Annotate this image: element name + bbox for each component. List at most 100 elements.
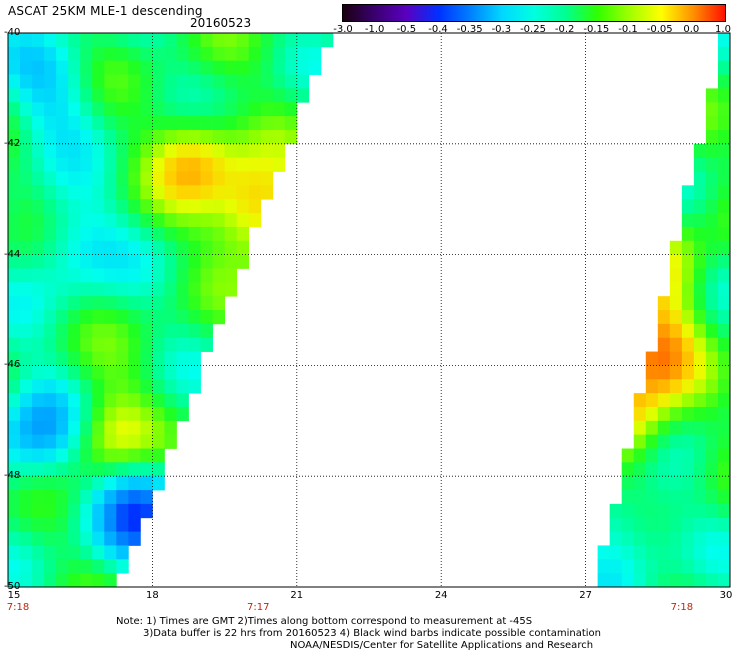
wind-cell [80, 365, 93, 380]
wind-cell [176, 33, 189, 48]
wind-cell [140, 129, 153, 145]
wind-cell [200, 240, 213, 255]
wind-cell [68, 157, 81, 172]
wind-cell [116, 365, 129, 380]
wind-cell [140, 476, 153, 491]
wind-cell [705, 448, 719, 463]
wind-cell [104, 490, 117, 505]
wind-cell [633, 393, 647, 408]
wind-cell [224, 102, 238, 117]
wind-cell [200, 116, 213, 131]
wind-cell [705, 240, 719, 255]
wind-cell [20, 213, 33, 228]
wind-cell [693, 351, 707, 366]
wind-cell [32, 282, 45, 297]
wind-cell [164, 323, 177, 339]
wind-cell [248, 116, 262, 131]
wind-cell [104, 102, 117, 117]
wind-cell [152, 88, 165, 103]
wind-cell [200, 282, 213, 297]
wind-cell [296, 60, 310, 75]
wind-cell [717, 143, 731, 159]
wind-cell [32, 323, 45, 339]
wind-cell [20, 102, 33, 117]
wind-cell [248, 60, 262, 75]
wind-cell [68, 573, 81, 588]
wind-cell [681, 573, 695, 588]
wind-cell [669, 462, 683, 477]
wind-cell [140, 199, 153, 214]
wind-cell [32, 379, 45, 394]
wind-cell [32, 213, 45, 228]
wind-cell [621, 531, 635, 546]
wind-cell [20, 365, 33, 380]
wind-cell [128, 240, 141, 255]
wind-cell [681, 351, 695, 366]
wind-cell [284, 33, 298, 48]
wind-cell [621, 517, 635, 532]
wind-cell [200, 337, 213, 352]
latitude-label: -46 [4, 359, 21, 371]
wind-cell [681, 406, 695, 422]
wind-cell [128, 420, 141, 436]
wind-cell [669, 254, 683, 269]
wind-cell [188, 60, 201, 75]
wind-cell [56, 420, 69, 436]
wind-cell [176, 282, 189, 297]
wind-cell [20, 60, 33, 75]
wind-cell [669, 420, 683, 436]
wind-cell [56, 226, 69, 242]
wind-cell [104, 448, 117, 463]
wind-cell [104, 129, 117, 145]
wind-cell [152, 351, 165, 366]
wind-cell [200, 185, 213, 200]
wind-cell [717, 323, 731, 339]
time-label: 7:17 [247, 602, 270, 613]
wind-cell [248, 102, 262, 117]
wind-cell [176, 406, 189, 422]
wind-cell [32, 33, 45, 48]
wind-cell [20, 74, 33, 89]
color-scale-label: -0.25 [520, 24, 546, 35]
wind-cell [705, 337, 719, 352]
wind-cell [44, 157, 57, 172]
wind-cell [56, 185, 69, 200]
wind-cell [8, 323, 21, 339]
wind-cell [116, 531, 129, 546]
wind-cell [92, 46, 105, 62]
wind-cell [284, 74, 298, 89]
wind-cell [693, 517, 707, 532]
wind-cell [32, 226, 45, 242]
wind-cell [260, 116, 274, 131]
wind-cell [32, 310, 45, 325]
color-scale-bar [342, 4, 726, 22]
wind-cell [68, 116, 81, 131]
wind-cell [224, 60, 238, 75]
wind-cell [681, 226, 695, 242]
wind-cell [116, 379, 129, 394]
wind-cell [20, 379, 33, 394]
wind-cell [705, 490, 719, 505]
wind-cell [188, 74, 201, 89]
wind-cell [681, 531, 695, 546]
wind-cell [20, 310, 33, 325]
wind-cell [128, 74, 141, 89]
wind-cell [188, 88, 201, 103]
wind-cell [68, 296, 81, 311]
wind-cell [657, 490, 671, 505]
wind-cell [44, 143, 57, 159]
wind-cell [68, 379, 81, 394]
wind-cell [308, 33, 322, 48]
wind-cell [645, 573, 659, 588]
wind-cell [68, 226, 81, 242]
wind-cell [140, 379, 153, 394]
wind-cell [80, 185, 93, 200]
wind-cell [44, 559, 57, 574]
wind-cell [236, 116, 250, 131]
wind-cell [633, 420, 647, 436]
wind-cell [128, 323, 141, 339]
wind-cell [669, 490, 683, 505]
wind-cell [681, 545, 695, 560]
wind-cell [80, 254, 93, 269]
wind-cell [152, 74, 165, 89]
